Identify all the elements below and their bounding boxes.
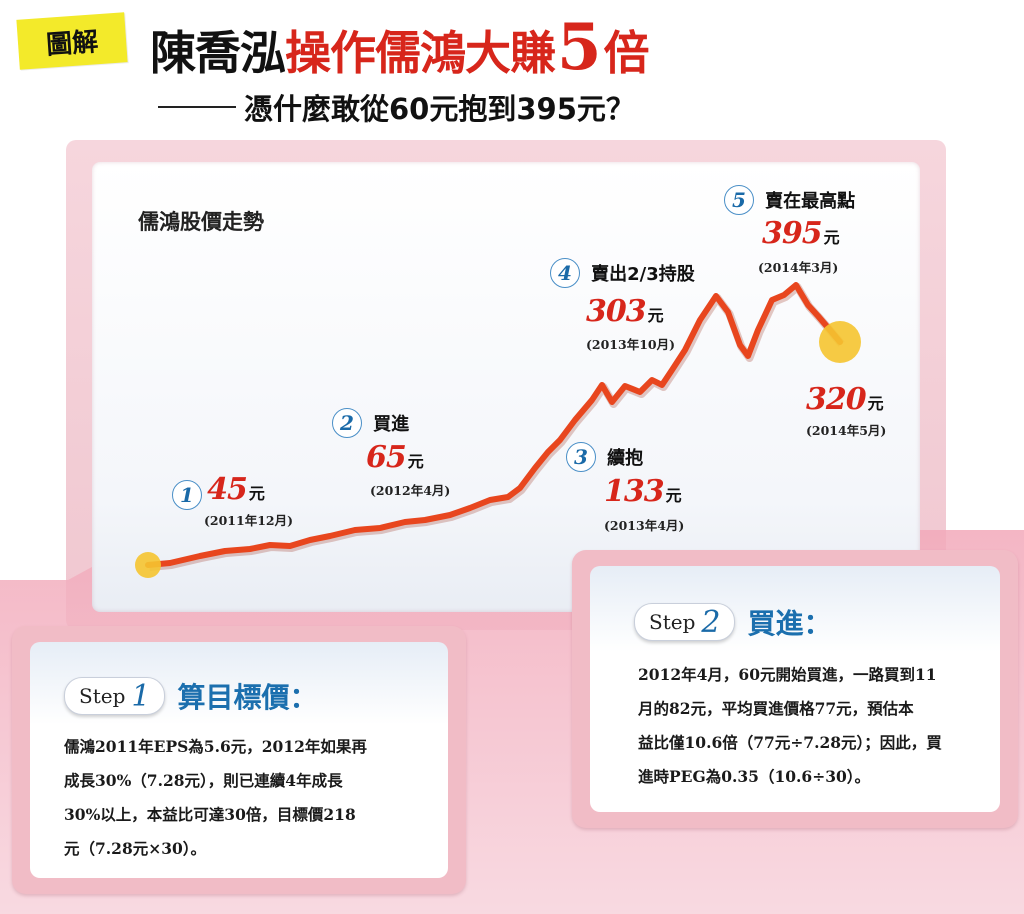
title-suffix: 倍 (603, 26, 650, 80)
annotation-5-badge: 5 (724, 185, 754, 215)
annotation-end-price: 320 (806, 382, 867, 417)
step-2-body: 2012年4月，60元開始買進，一路買到11 月的82元，平均買進價格77元，預… (638, 658, 942, 794)
annotation-4-value: 303 元 (586, 294, 664, 329)
annotation-1-badge: 1 (172, 479, 202, 510)
step-2-card: Step 2 買進： 2012年4月，60元開始買進，一路買到11 月的82元，… (572, 550, 1018, 828)
step-2-line: 益比僅10.6倍（77元÷7.28元）；因此，買 (638, 733, 942, 752)
annotation-2-price: 65 (366, 440, 407, 475)
subtitle-text: 憑什麼敢從60元抱到395元？ (244, 92, 635, 126)
annotation-3-label: 續抱 (607, 448, 644, 469)
annotation-1-unit: 元 (248, 484, 265, 503)
annotation-end-unit: 元 (867, 394, 884, 413)
subtitle-dash (158, 106, 236, 108)
annotation-4: 4 賣出2/3持股 (550, 258, 695, 288)
title-name: 陳喬泓 (150, 26, 286, 80)
step-2-pill: Step 2 (634, 603, 736, 641)
annotation-2-value: 65 元 (366, 440, 424, 475)
step-1-name: 算目標價： (177, 681, 318, 714)
step-2-line: 2012年4月，60元開始買進，一路買到11 (638, 665, 937, 684)
step-1-body: 儒鴻2011年EPS為5.6元，2012年如果再 成長30%（7.28元），則已… (64, 730, 367, 866)
step-2-number: 2 (701, 604, 721, 640)
annotation-2-badge: 2 (332, 408, 362, 438)
annotation-4-label: 賣出2/3持股 (591, 264, 695, 285)
step-1-word: Step (79, 684, 126, 708)
annotation-3-badge: 3 (566, 442, 596, 472)
diagram-tag: 圖解 (16, 12, 128, 70)
annotation-1-date: (2011年12月) (204, 513, 294, 528)
annotation-3-unit: 元 (665, 486, 682, 505)
step-1-line: 元（7.28元×30）。 (64, 839, 207, 858)
annotation-5-label: 賣在最高點 (765, 191, 856, 212)
annotation-1: 1 45 元 (172, 472, 265, 510)
annotation-4-unit: 元 (647, 306, 664, 325)
annotation-3-date: (2013年4月) (604, 518, 685, 533)
annotation-3-price: 133 (604, 474, 665, 509)
page-title: 陳喬泓 操作儒鴻大賺 5 倍 (150, 10, 650, 85)
annotation-2-unit: 元 (407, 452, 424, 471)
annotation-end-value: 320 元 (806, 382, 884, 417)
step-1-heading: Step 1 算目標價： (64, 676, 318, 716)
step-1-pill: Step 1 (64, 677, 166, 715)
step-1-line: 30%以上，本益比可達30倍，目標價218 (64, 805, 356, 824)
annotation-2-date: (2012年4月) (370, 483, 451, 498)
annotation-1-price: 45 (207, 472, 248, 507)
step-1-line: 儒鴻2011年EPS為5.6元，2012年如果再 (64, 737, 367, 756)
step-1-number: 1 (131, 678, 151, 714)
annotation-2-label: 買進 (373, 414, 410, 435)
annotation-5-value: 395 元 (762, 216, 840, 251)
annotation-4-price: 303 (586, 294, 647, 329)
chart-title: 儒鴻股價走勢 (138, 209, 264, 234)
annotation-2: 2 買進 (332, 408, 409, 438)
title-highlight: 操作儒鴻大賺 (285, 26, 556, 80)
step-2-line: 進時PEG為0.35（10.6÷30）。 (638, 767, 871, 786)
step-1-card: Step 1 算目標價： 儒鴻2011年EPS為5.6元，2012年如果再 成長… (12, 626, 466, 894)
annotation-3: 3 續抱 (566, 442, 643, 472)
annotation-4-badge: 4 (550, 258, 580, 288)
page-subtitle: 憑什麼敢從60元抱到395元？ (158, 86, 635, 128)
annotation-4-date: (2013年10月) (586, 337, 676, 352)
diagram-tag-label: 圖解 (45, 26, 100, 61)
annotation-3-value: 133 元 (604, 474, 682, 509)
annotation-5: 5 賣在最高點 (724, 185, 855, 215)
annotation-5-unit: 元 (823, 228, 840, 247)
step-2-name: 買進： (747, 607, 832, 640)
step-2-heading: Step 2 買進： (634, 602, 832, 642)
step-2-word: Step (649, 610, 696, 634)
annotation-5-date: (2014年3月) (758, 260, 839, 275)
annotation-end-date: (2014年5月) (806, 423, 887, 438)
title-multiplier: 5 (557, 10, 602, 85)
annotation-5-price: 395 (762, 216, 823, 251)
step-1-line: 成長30%（7.28元），則已連續4年成長 (64, 771, 343, 790)
step-2-line: 月的82元，平均買進價格77元，預估本 (638, 699, 914, 718)
